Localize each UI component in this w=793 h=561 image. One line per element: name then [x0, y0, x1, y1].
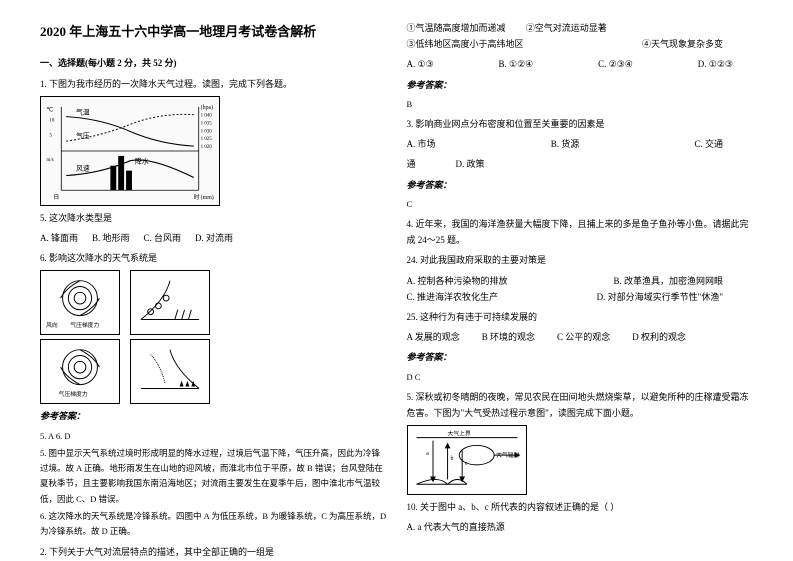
- cyclone-b: [130, 270, 210, 335]
- ans2-label: 参考答案：: [407, 77, 754, 93]
- svg-text:气压梯度力: 气压梯度力: [70, 322, 99, 330]
- q4-opts25: A 发展的观念 B 环境的观念 C 公平的观念 D 权利的观念: [407, 329, 754, 345]
- opt: D. 对流雨: [195, 230, 233, 246]
- q2-stem: 2. 下列关于大气对流层特点的描述，其中全部正确的一组是: [40, 544, 387, 560]
- cyclone-a: 风向 气压梯度力: [40, 270, 120, 335]
- chart-label-mm: (mm): [201, 194, 214, 201]
- q2-circled-row1: ①气温随高度增加而递减 ②空气对流运动显著: [407, 20, 754, 36]
- opt: B. 货源: [551, 136, 580, 152]
- opt: B. ①②④: [499, 56, 534, 72]
- q4-opts24-r2: C. 推进海洋农牧化生产 D. 对部分海域实行季节性"休渔": [407, 289, 754, 305]
- chart-label-hpa: (hpa): [201, 104, 213, 111]
- opt: D 权利的观念: [632, 329, 686, 345]
- svg-text:1 020: 1 020: [201, 145, 213, 150]
- q3-opts-row1: A. 市场 B. 货源 C. 交通: [407, 136, 754, 152]
- svg-text:日: 日: [53, 194, 59, 201]
- weather-chart: 气温 气压 风速 降水 (hpa) 1 040 1 035 1 030 1 02…: [40, 96, 220, 206]
- svg-text:℃: ℃: [47, 107, 54, 113]
- chart-label-qw: 气温: [76, 107, 90, 116]
- opt: A. 控制各种污染物的排放: [407, 273, 508, 289]
- chart-label-ds: 降水: [135, 157, 149, 166]
- svg-text:5: 5: [49, 133, 52, 138]
- cyclone-d: [130, 339, 210, 404]
- q1-opts5: A. 锋面雨 B. 地形雨 C. 台风雨 D. 对流雨: [40, 230, 387, 246]
- ans4-val: D C: [407, 370, 754, 385]
- q1-stem: 1. 下图为我市经历的一次降水天气过程。读图，完成下列各题。: [40, 76, 387, 92]
- opt: C. ②③④: [598, 56, 633, 72]
- svg-text:时: 时: [194, 193, 200, 201]
- ans4-label: 参考答案：: [407, 349, 754, 365]
- ans1-exp6: 6. 这次降水的天气系统是冷锋系统。四图中 A 为低压系统，B 为暖锋系统，C …: [40, 509, 387, 540]
- opt: A. ①③: [407, 56, 434, 72]
- opt: D. 政策: [456, 156, 485, 172]
- svg-text:a: a: [426, 451, 429, 457]
- q5-stem: 5. 深秋或初冬晴朗的夜晚，常见农民在田间地头燃烧柴草，以避免所种的庄稼遭受霜冻…: [407, 389, 754, 421]
- q1-sub6: 6. 影响这次降水的天气系统是: [40, 250, 387, 266]
- q3-opts-row2: 通 D. 政策: [407, 156, 754, 172]
- opt: A. 锋面雨: [40, 230, 78, 246]
- opt: D. ①②③: [698, 56, 733, 72]
- opt-c-cont: 通: [407, 156, 416, 172]
- svg-text:气压梯度力: 气压梯度力: [59, 391, 88, 399]
- ans1-label: 参考答案：: [40, 408, 387, 424]
- cyclone-row-2: 气压梯度力: [40, 339, 387, 404]
- chart-label-qy: 气压: [76, 131, 90, 140]
- svg-text:风向: 风向: [46, 322, 58, 330]
- q4-stem: 4. 近年来，我国的海洋渔获量大幅度下降，且捕上来的多是鱼子鱼孙等小鱼。请据此完…: [407, 216, 754, 248]
- q4-sub24: 24. 对此我国政府采取的主要对策是: [407, 252, 754, 268]
- q4-opts24-r1: A. 控制各种污染物的排放 B. 改革渔具，加密渔网网眼: [407, 273, 754, 289]
- cyclone-c: 气压梯度力: [40, 339, 120, 404]
- q4-sub25: 25. 这种行为有违于可持续发展的: [407, 309, 754, 325]
- atmosphere-diagram: 大气上界 a b c 大气辐射: [407, 425, 527, 495]
- svg-text:1 030: 1 030: [201, 129, 213, 134]
- q2-o2: ②空气对流运动显著: [526, 23, 607, 33]
- svg-text:1 040: 1 040: [201, 113, 213, 118]
- ans1-exp5: 5. 图中显示天气系统过境时形成明显的降水过程，过境后气温下降，气压升高，因此为…: [40, 446, 387, 507]
- q2-opts: A. ①③ B. ①②④ C. ②③④ D. ①②③: [407, 56, 754, 72]
- ans3-label: 参考答案：: [407, 177, 754, 193]
- svg-text:10: 10: [49, 118, 54, 123]
- ans3-val: C: [407, 197, 754, 212]
- q5-sub10: 10. 关于图中 a、b、c 所代表的内容叙述正确的是（ ）: [407, 499, 754, 515]
- svg-text:b: b: [450, 456, 453, 462]
- opt: B. 地形雨: [92, 230, 130, 246]
- q2-o4: ④天气现象复杂多变: [642, 36, 723, 52]
- q3-stem: 3. 影响商业网点分布密度和位置至关重要的因素是: [407, 116, 754, 132]
- svg-text:大气上界: 大气上界: [447, 430, 470, 438]
- opt: B 环境的观念: [482, 329, 535, 345]
- opt: B. 改革渔具，加密渔网网眼: [613, 273, 723, 289]
- q2-o3: ③低纬地区高度小于高纬地区: [407, 36, 524, 52]
- opt: C. 推进海洋农牧化生产: [407, 289, 499, 305]
- page-title: 2020 年上海五十六中学高一地理月考试卷含解析: [40, 20, 387, 43]
- opt: D. 对部分海域实行季节性"休渔": [597, 289, 723, 305]
- opt: C. 交通: [694, 136, 723, 152]
- q1-sub5: 5. 这次降水类型是: [40, 210, 387, 226]
- opt: C. 台风雨: [144, 230, 182, 246]
- ans1-line1: 5. A 6. D: [40, 429, 387, 444]
- svg-text:1 035: 1 035: [201, 121, 213, 126]
- svg-text:m/s: m/s: [47, 158, 54, 163]
- opt: A. 市场: [407, 136, 436, 152]
- ans2-val: B: [407, 97, 754, 112]
- svg-text:1 025: 1 025: [201, 137, 213, 142]
- cyclone-row-1: 风向 气压梯度力: [40, 270, 387, 335]
- section-heading: 一、选择题(每小题 2 分，共 52 分): [40, 55, 387, 71]
- chart-label-fs: 风速: [76, 164, 90, 172]
- q2-circled-row2: ③低纬地区高度小于高纬地区 ④天气现象复杂多变: [407, 36, 754, 52]
- q2-o1: ①气温随高度增加而递减: [407, 23, 506, 33]
- q5-subA: A. a 代表大气的直接热源: [407, 519, 754, 535]
- opt: C 公平的观念: [557, 329, 610, 345]
- opt: A 发展的观念: [407, 329, 460, 345]
